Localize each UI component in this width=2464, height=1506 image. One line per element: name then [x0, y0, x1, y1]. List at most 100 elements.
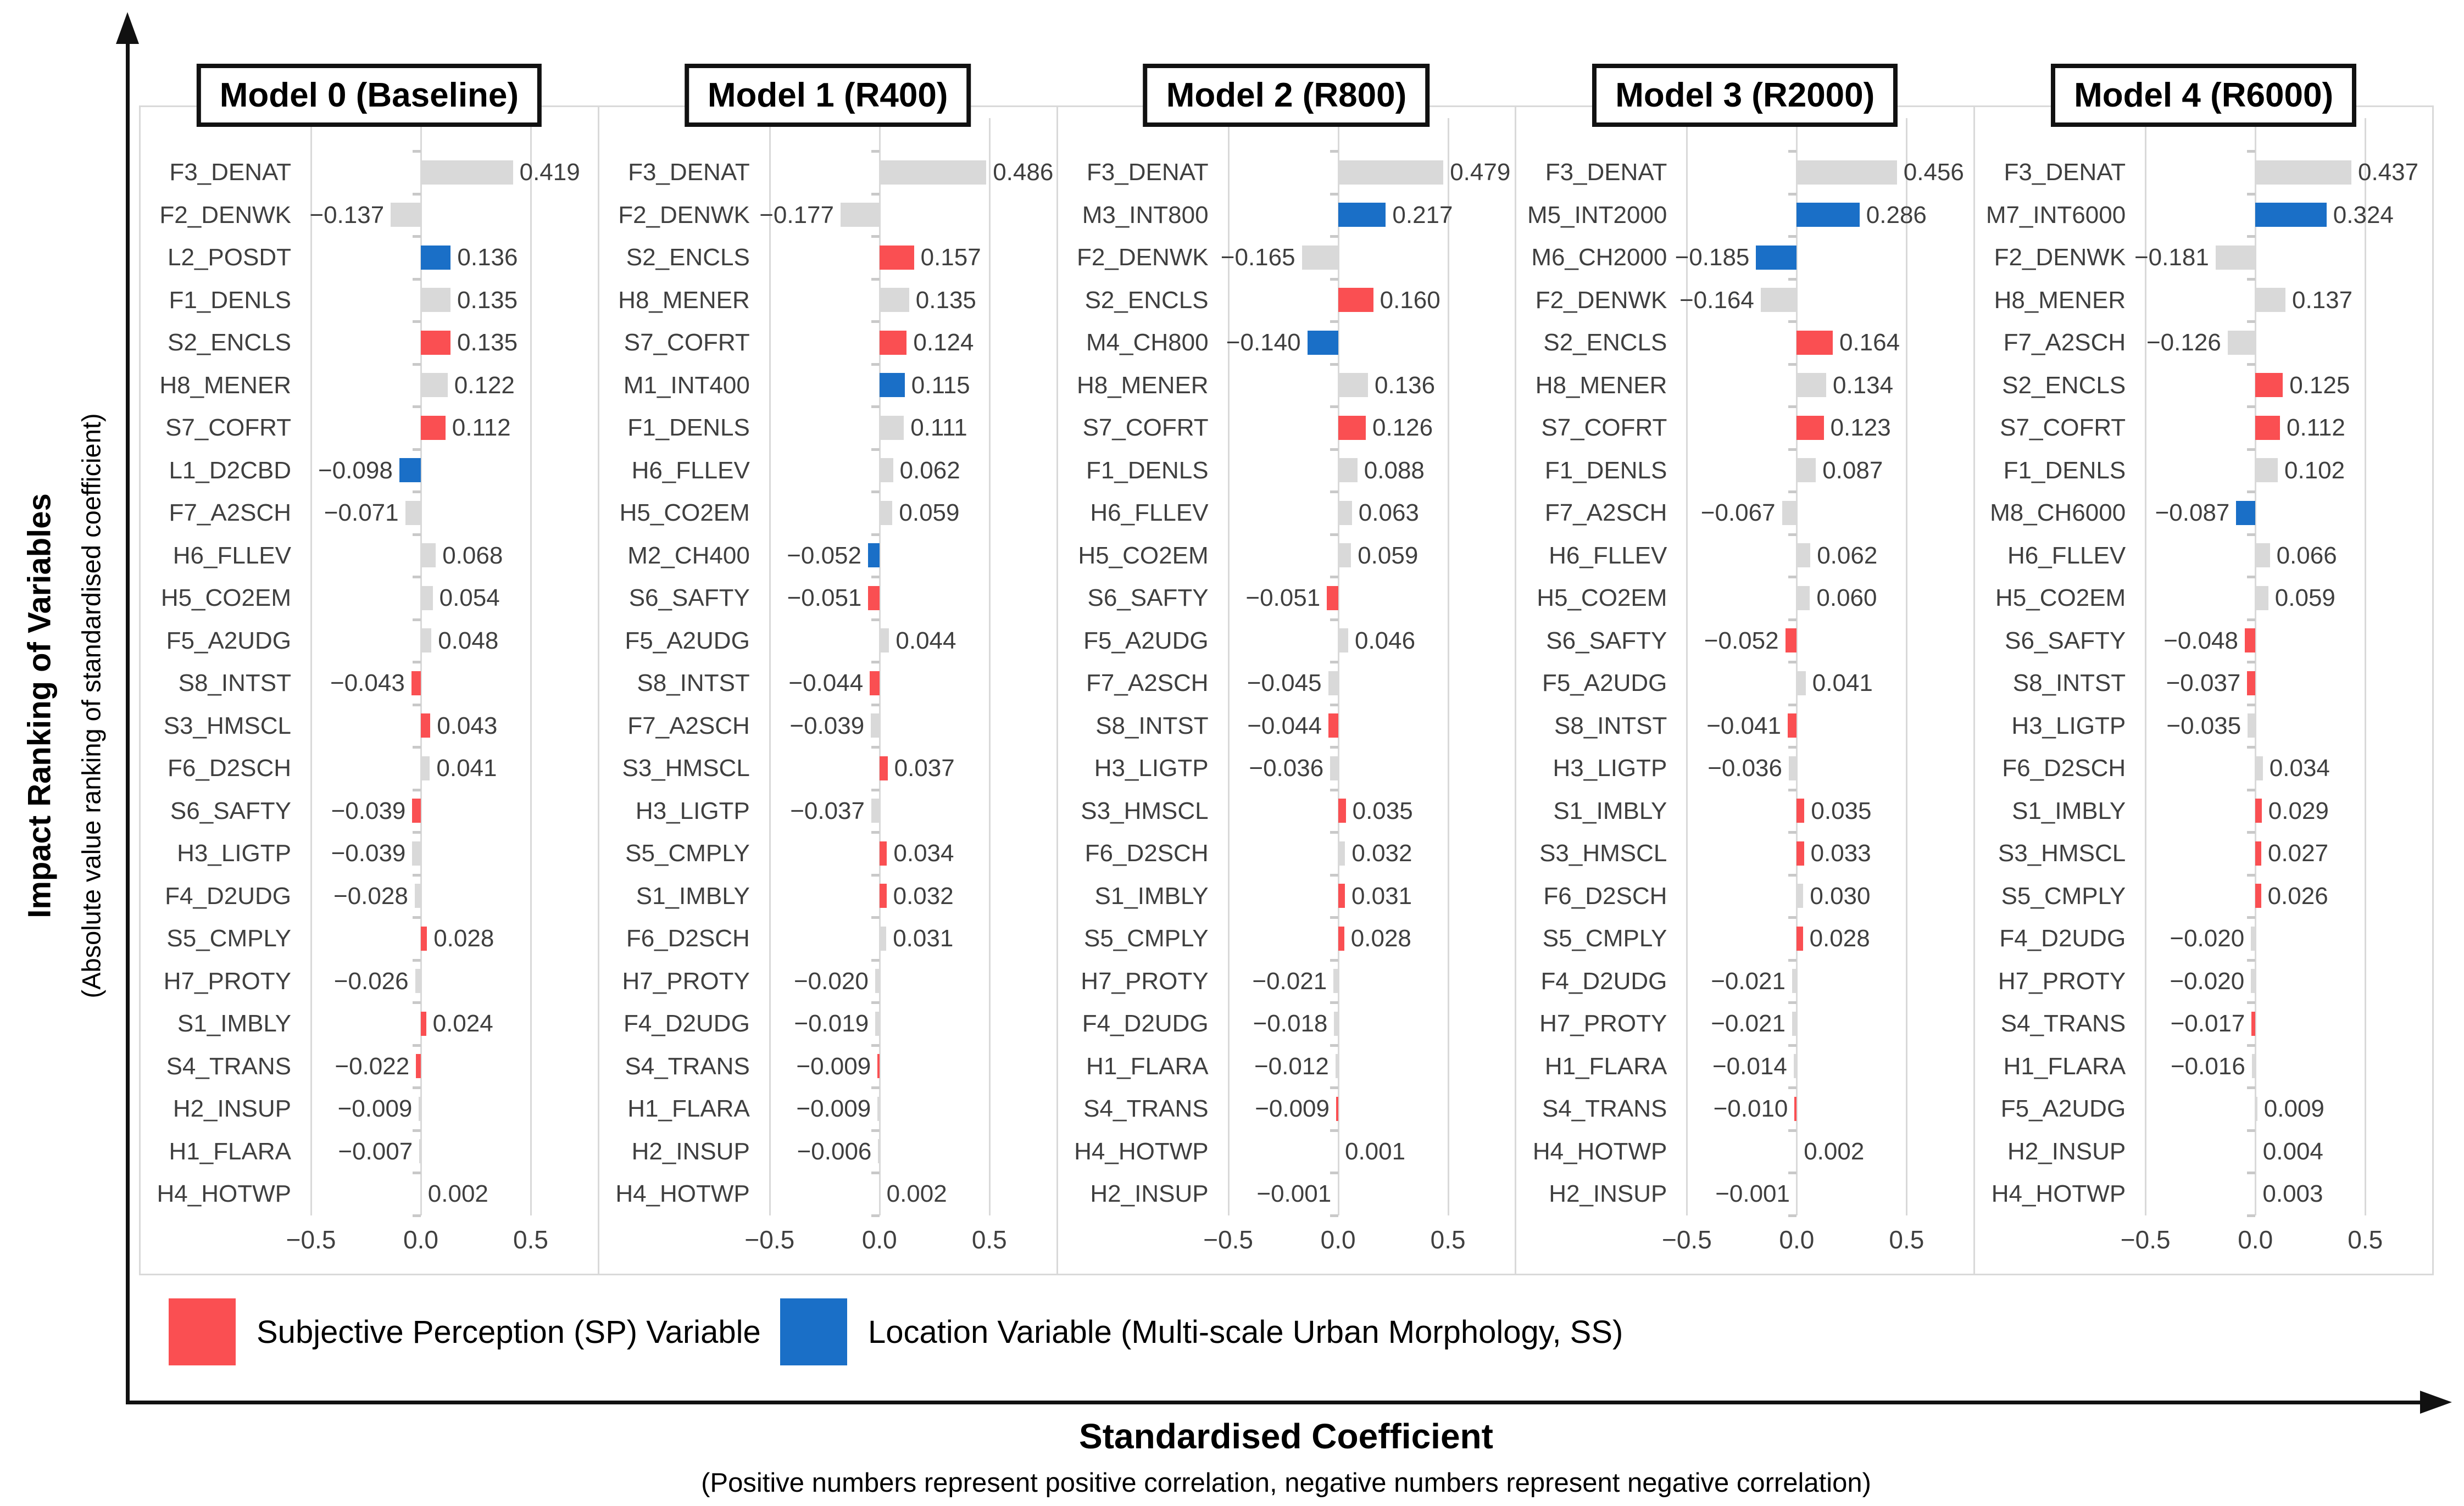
coefficient-bar: [421, 628, 432, 653]
variable-label: H4_HOTWP: [1991, 1180, 2126, 1207]
axis-tick: [413, 916, 421, 919]
variable-label: H6_FLLEV: [1549, 542, 1667, 569]
value-label: 0.032: [893, 882, 954, 910]
value-label: 0.063: [1358, 499, 1419, 526]
zero-gridline: [1796, 118, 1798, 1215]
coefficient-bar: [2251, 969, 2256, 994]
value-label: 0.032: [1351, 840, 1412, 867]
axis-tick: [1330, 916, 1338, 919]
variable-label: S8_INTST: [1095, 712, 1209, 739]
value-label: 0.135: [457, 286, 518, 314]
coefficient-bar: [1794, 1096, 1797, 1121]
variable-label: S8_INTST: [2012, 670, 2126, 696]
coefficient-bar: [2255, 1096, 2257, 1121]
variable-label: H6_FLLEV: [631, 456, 750, 484]
coefficient-bar: [840, 203, 880, 227]
value-label: 0.002: [1804, 1137, 1865, 1165]
coefficient-bar: [1301, 245, 1338, 270]
variable-label: S5_CMPLY: [1542, 925, 1667, 952]
coefficient-bar: [2251, 1011, 2256, 1036]
axis-tick: [1330, 448, 1338, 451]
coefficient-bar: [421, 756, 430, 780]
value-label: 0.102: [2284, 456, 2345, 484]
variable-label: S7_COFRT: [165, 414, 291, 441]
value-label: 0.112: [452, 414, 511, 441]
coefficient-bar: [875, 1011, 880, 1036]
coefficient-bar: [419, 1096, 421, 1121]
coefficient-bar: [870, 671, 880, 695]
axis-tick: [413, 533, 421, 536]
axis-tick: [2247, 448, 2256, 451]
axis-tick: [1330, 1129, 1338, 1132]
coefficient-bar: [1793, 1054, 1797, 1079]
coefficient-bar: [1796, 671, 1806, 695]
value-label: 0.324: [2333, 201, 2394, 228]
coefficient-bar: [2255, 415, 2280, 440]
axis-tick: [871, 1172, 880, 1174]
axis-tick: [1788, 490, 1797, 493]
variable-label: S5_CMPLY: [2001, 882, 2126, 910]
axis-tick: [1330, 576, 1338, 578]
variable-label: F1_DENLS: [1086, 456, 1209, 484]
value-label: 0.125: [2289, 371, 2350, 399]
coefficient-bar: [1336, 1096, 1338, 1121]
axis-tick: [1788, 192, 1797, 196]
axis-tick: [413, 703, 421, 706]
value-label: −0.021: [1252, 967, 1327, 995]
axis-tick: [1330, 958, 1338, 962]
axis-tick: [413, 320, 421, 323]
axis-tick: [1788, 661, 1797, 663]
value-label: 0.035: [1352, 797, 1413, 824]
coefficient-bar: [1338, 1139, 1339, 1164]
value-label: −0.014: [1712, 1052, 1787, 1080]
variable-label: H2_INSUP: [1549, 1180, 1667, 1207]
value-label: −0.051: [787, 584, 862, 611]
variable-label: M3_INT800: [1082, 201, 1209, 228]
variable-label: S7_COFRT: [1541, 414, 1667, 441]
axis-tick: [871, 405, 880, 408]
value-label: −0.039: [789, 712, 865, 739]
coefficient-bar: [871, 713, 880, 738]
value-label: 0.112: [2286, 414, 2345, 441]
value-label: −0.044: [1247, 712, 1322, 739]
axis-tick: [1330, 405, 1338, 408]
axis-tick: [2247, 150, 2256, 153]
axis-tick: [413, 192, 421, 196]
x-axis-arrow-icon: [2420, 1391, 2452, 1414]
variable-label: S5_CMPLY: [166, 925, 291, 952]
variable-label: L1_D2CBD: [169, 456, 291, 484]
coefficient-bar: [2255, 1139, 2256, 1164]
value-label: 0.031: [1351, 882, 1412, 910]
variable-label: M6_CH2000: [1531, 244, 1667, 271]
axis-tick: [1330, 1172, 1338, 1174]
axis-tick: [1330, 150, 1338, 153]
axis-tick: [871, 490, 880, 493]
coefficient-bar: [879, 884, 887, 908]
coefficient-bar: [421, 543, 436, 568]
axis-tick: [2247, 490, 2256, 493]
coefficient-bar: [879, 288, 909, 313]
variable-label: F2_DENWK: [1994, 244, 2126, 271]
variable-label: H8_MENER: [1076, 371, 1209, 399]
value-label: 0.066: [2276, 542, 2337, 569]
coefficient-bar: [1796, 543, 1811, 568]
gridline: [1906, 118, 1908, 1215]
variable-label: F2_DENWK: [618, 201, 750, 228]
variable-label: S3_HMSCL: [622, 755, 750, 782]
variable-label: S2_ENCLS: [1084, 286, 1209, 314]
value-label: 0.046: [1354, 627, 1416, 654]
value-label: 0.135: [915, 286, 976, 314]
axis-tick: [1330, 618, 1338, 621]
variable-label: S1_IMBLY: [1094, 882, 1209, 910]
coefficient-bar: [421, 1011, 426, 1036]
x-axis-line: [126, 1401, 2423, 1404]
value-label: 0.034: [893, 840, 954, 867]
value-label: 0.479: [1450, 159, 1511, 186]
axis-tick: [1788, 831, 1797, 834]
variable-label: H4_HOTWP: [1074, 1137, 1209, 1165]
variable-label: F4_D2UDG: [1999, 925, 2126, 952]
axis-tick: [2247, 703, 2256, 706]
value-label: −0.037: [2166, 670, 2241, 696]
coefficient-bar: [2255, 585, 2268, 610]
zero-gridline: [2255, 118, 2257, 1215]
